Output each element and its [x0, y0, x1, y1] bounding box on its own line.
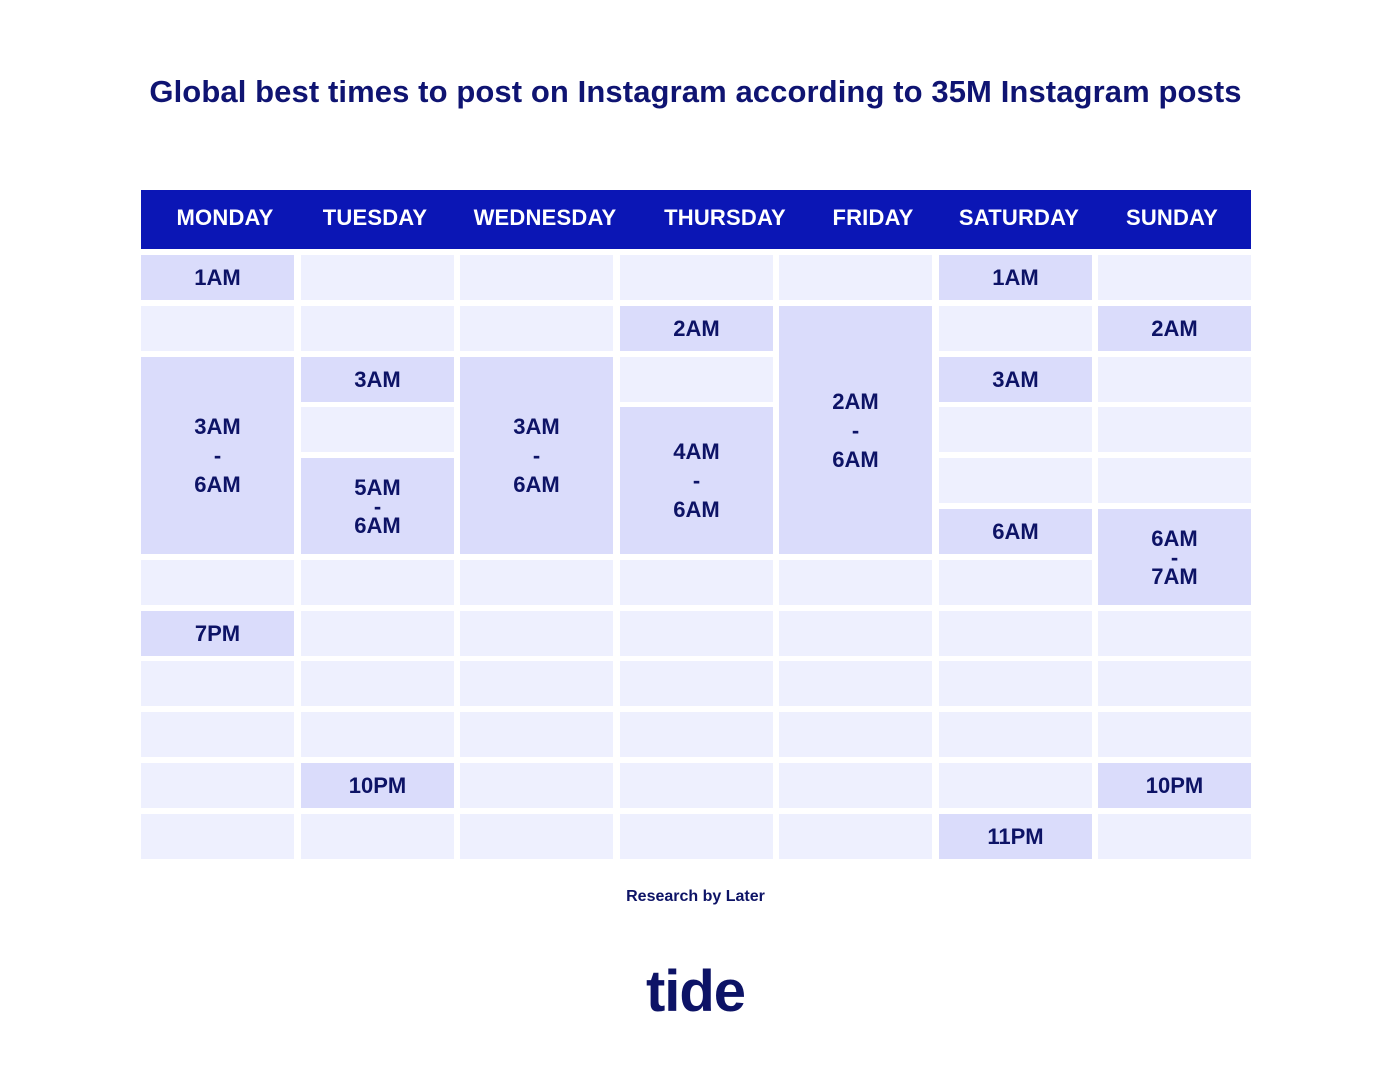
day-header-sunday: SUNDAY — [1125, 205, 1219, 230]
day-header-wednesday: WEDNESDAY — [473, 205, 617, 230]
empty-cell — [620, 255, 773, 300]
best-time-slot-saturday-6am: 6AM — [939, 509, 1092, 554]
best-time-slot-wednesday-3am-6am: 3AM - 6AM — [460, 357, 613, 554]
empty-cell — [779, 661, 932, 706]
empty-cell — [620, 661, 773, 706]
empty-cell — [460, 712, 613, 757]
empty-cell — [141, 763, 294, 808]
empty-cell — [460, 306, 613, 351]
chart-title: Global best times to post on Instagram a… — [149, 74, 1242, 109]
empty-cell — [460, 763, 613, 808]
best-time-label: 5AM - 6AM — [354, 474, 401, 538]
best-time-slot-tuesday-10pm: 10PM — [301, 763, 454, 808]
best-time-label: 6AM - 7AM — [1151, 525, 1198, 589]
day-header-saturday: SATURDAY — [958, 205, 1080, 230]
empty-cell — [779, 255, 932, 300]
best-time-slot-friday-2am-6am: 2AM - 6AM — [779, 306, 932, 554]
tide-logo: tide — [645, 959, 746, 1024]
best-time-label: 6AM — [992, 519, 1039, 544]
best-time-label: 2AM — [673, 316, 720, 341]
day-header-monday: MONDAY — [176, 205, 274, 230]
empty-cell — [301, 712, 454, 757]
empty-cell — [779, 763, 932, 808]
best-time-label: 11PM — [987, 824, 1044, 849]
best-time-slot-thursday-4am-6am: 4AM - 6AM — [620, 407, 773, 554]
best-time-label: 3AM — [354, 367, 401, 392]
day-header-thursday: THURSDAY — [664, 205, 786, 230]
best-time-slot-tuesday-5am-6am: 5AM - 6AM — [301, 458, 454, 554]
best-time-slot-thursday-2am: 2AM — [620, 306, 773, 351]
empty-cell — [141, 712, 294, 757]
empty-cell — [460, 611, 613, 656]
best-time-slot-sunday-6am-7am: 6AM - 7AM — [1098, 509, 1251, 605]
empty-cell — [939, 712, 1092, 757]
empty-cell — [460, 814, 613, 859]
best-time-label: 10PM — [348, 773, 407, 798]
day-header-friday: FRIDAY — [832, 205, 914, 230]
best-time-label: 2AM - 6AM — [832, 388, 879, 472]
empty-cell — [620, 763, 773, 808]
best-time-slot-monday-1am: 1AM — [141, 255, 294, 300]
empty-cell — [141, 814, 294, 859]
best-time-label: 1AM — [194, 265, 241, 290]
empty-cell — [460, 661, 613, 706]
empty-cell — [1098, 661, 1251, 706]
empty-cell — [1098, 611, 1251, 656]
best-time-slot-sunday-2am: 2AM — [1098, 306, 1251, 351]
empty-cell — [939, 306, 1092, 351]
empty-cell — [141, 306, 294, 351]
best-time-label: 7PM — [194, 621, 241, 646]
best-time-label: 4AM - 6AM — [673, 439, 720, 522]
empty-cell — [939, 763, 1092, 808]
empty-cell — [939, 611, 1092, 656]
empty-cell — [460, 255, 613, 300]
empty-cell — [301, 560, 454, 605]
best-time-slot-saturday-3am: 3AM — [939, 357, 1092, 402]
empty-cell — [1098, 357, 1251, 402]
empty-cell — [1098, 712, 1251, 757]
empty-cell — [620, 357, 773, 402]
best-time-label: 1AM — [992, 265, 1039, 290]
empty-cell — [779, 611, 932, 656]
best-time-label: 3AM - 6AM — [513, 414, 560, 497]
empty-cell — [141, 661, 294, 706]
day-header-bar — [141, 190, 1251, 249]
empty-cell — [141, 560, 294, 605]
empty-cell — [460, 560, 613, 605]
best-time-slot-saturday-11pm: 11PM — [939, 814, 1092, 859]
empty-cell — [939, 560, 1092, 605]
schedule-table: 1AM 3AM - 6AM 7PM 3AM 5AM - 6AM 10PM 3AM - 6AM… — [141, 190, 1251, 859]
best-time-slot-monday-7pm: 7PM — [141, 611, 294, 656]
empty-cell — [620, 560, 773, 605]
empty-cell — [1098, 814, 1251, 859]
empty-cell — [939, 407, 1092, 452]
best-time-slot-tuesday-3am: 3AM — [301, 357, 454, 402]
empty-cell — [301, 255, 454, 300]
empty-cell — [779, 560, 932, 605]
empty-cell — [1098, 458, 1251, 503]
best-time-label: 3AM — [992, 367, 1039, 392]
empty-cell — [301, 407, 454, 452]
empty-cell — [939, 458, 1092, 503]
empty-cell — [301, 611, 454, 656]
empty-cell — [620, 814, 773, 859]
best-time-label: 2AM — [1151, 316, 1198, 341]
best-time-slot-monday-3am-6am: 3AM - 6AM — [141, 357, 294, 554]
empty-cell — [939, 661, 1092, 706]
empty-cell — [620, 611, 773, 656]
empty-cell — [301, 306, 454, 351]
best-time-label: 10PM — [1145, 773, 1204, 798]
best-time-slot-saturday-1am: 1AM — [939, 255, 1092, 300]
empty-cell — [620, 712, 773, 757]
empty-cell — [1098, 255, 1251, 300]
source-credit: Research by Later — [626, 888, 765, 905]
best-time-slot-sunday-10pm: 10PM — [1098, 763, 1251, 808]
empty-cell — [779, 814, 932, 859]
empty-cell — [301, 661, 454, 706]
empty-cell — [1098, 407, 1251, 452]
best-time-label: 3AM - 6AM — [194, 414, 241, 497]
empty-cell — [779, 712, 932, 757]
empty-cell — [301, 814, 454, 859]
day-header-tuesday: TUESDAY — [322, 205, 428, 230]
